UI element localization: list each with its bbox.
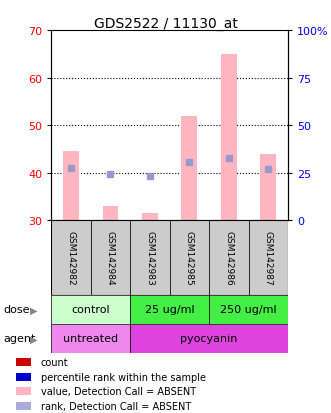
Text: control: control: [71, 305, 110, 315]
Bar: [209, 295, 288, 324]
Bar: [130, 324, 288, 353]
Bar: [142, 214, 158, 221]
Text: 250 ug/ml: 250 ug/ml: [220, 305, 277, 315]
Bar: [181, 116, 197, 221]
Bar: [260, 154, 276, 221]
Text: pyocyanin: pyocyanin: [180, 334, 238, 344]
Text: GSM142985: GSM142985: [185, 231, 194, 285]
Bar: [51, 221, 91, 295]
Text: dose: dose: [3, 305, 30, 315]
Text: GSM142983: GSM142983: [145, 231, 155, 285]
Text: percentile rank within the sample: percentile rank within the sample: [41, 372, 206, 382]
Bar: [249, 221, 288, 295]
Bar: [51, 324, 130, 353]
Text: GSM142982: GSM142982: [67, 231, 75, 285]
Bar: [209, 221, 249, 295]
Text: count: count: [41, 357, 69, 368]
Text: ▶: ▶: [30, 334, 37, 344]
Text: ▶: ▶: [30, 305, 37, 315]
Bar: [17, 358, 31, 366]
Bar: [17, 373, 31, 381]
Text: GSM142987: GSM142987: [264, 231, 273, 285]
Bar: [169, 221, 209, 295]
Bar: [130, 295, 209, 324]
Text: untreated: untreated: [63, 334, 118, 344]
Bar: [221, 55, 237, 221]
Bar: [17, 402, 31, 410]
Text: GSM142986: GSM142986: [224, 231, 233, 285]
Bar: [130, 221, 169, 295]
Bar: [91, 221, 130, 295]
Text: agent: agent: [3, 334, 36, 344]
Text: 25 ug/ml: 25 ug/ml: [145, 305, 194, 315]
Bar: [17, 387, 31, 395]
Bar: [103, 206, 118, 221]
Bar: [63, 152, 79, 221]
Text: value, Detection Call = ABSENT: value, Detection Call = ABSENT: [41, 386, 196, 396]
Text: rank, Detection Call = ABSENT: rank, Detection Call = ABSENT: [41, 401, 191, 411]
Text: GSM142984: GSM142984: [106, 231, 115, 285]
Bar: [51, 295, 130, 324]
Text: GDS2522 / 11130_at: GDS2522 / 11130_at: [94, 17, 237, 31]
